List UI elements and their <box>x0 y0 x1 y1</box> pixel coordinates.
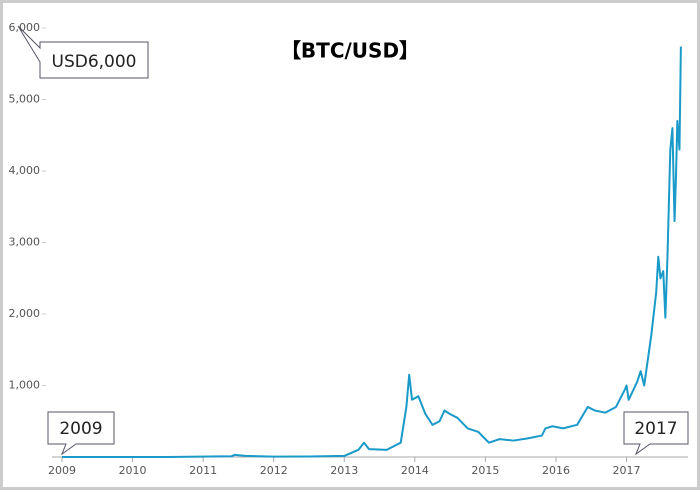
x-tick-label: 2017 <box>613 464 641 477</box>
callout: USD6,000 <box>17 25 149 79</box>
x-tick-label: 2013 <box>330 464 358 477</box>
x-tick-label: 2015 <box>471 464 499 477</box>
callout-box <box>623 411 689 456</box>
y-tick-label: 5,000 <box>9 93 41 106</box>
y-tick-label: 4,000 <box>9 164 41 177</box>
x-tick-label: 2010 <box>119 464 147 477</box>
annotation: 2017 <box>634 419 677 439</box>
x-tick-label: 2014 <box>401 464 429 477</box>
price-line <box>62 46 682 458</box>
y-tick-label: 6,000 <box>9 21 41 34</box>
callout: 2009 <box>47 411 115 456</box>
annotation: USD6,000 <box>52 52 137 72</box>
chart-title: 【BTC/USD】 <box>281 39 419 63</box>
x-tick-label: 2012 <box>260 464 288 477</box>
x-tick-label: 2009 <box>48 464 76 477</box>
x-tick-label: 2011 <box>189 464 217 477</box>
y-tick-label: 1,000 <box>9 379 41 392</box>
callout-box <box>17 25 149 79</box>
callout-box <box>47 411 115 456</box>
y-tick-label: 2,000 <box>9 307 41 320</box>
x-tick-label: 2016 <box>542 464 570 477</box>
y-tick-label: 3,000 <box>9 236 41 249</box>
callout: 2017 <box>623 411 689 456</box>
annotation: 2009 <box>59 419 102 439</box>
